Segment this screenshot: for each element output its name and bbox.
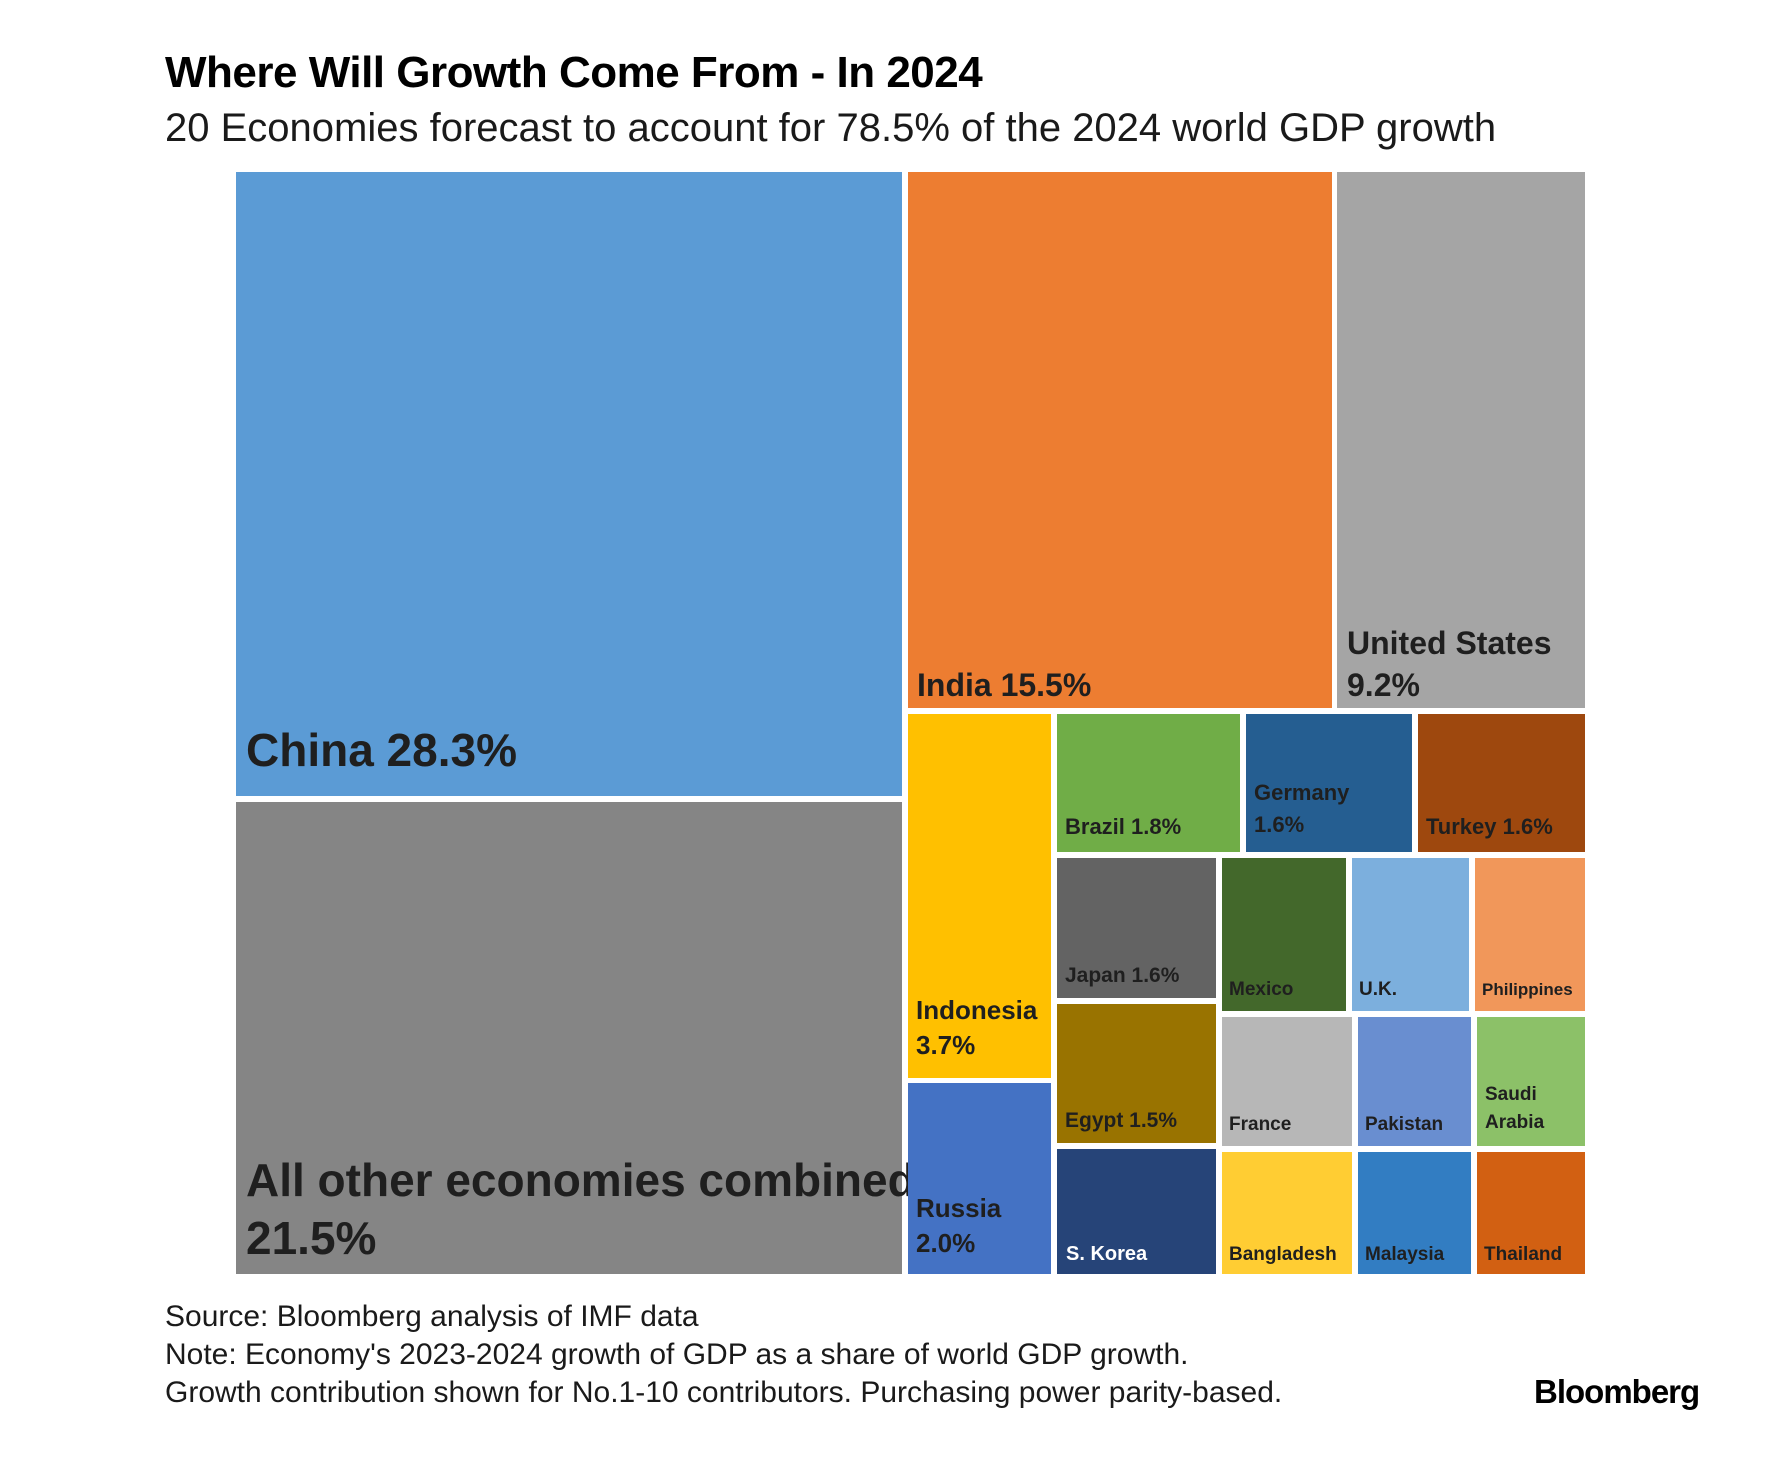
tile-label-saudi-arabia: Arabia: [1485, 1112, 1545, 1133]
tile-rect-france: [1222, 1017, 1352, 1146]
tile-rect-saudi-arabia: [1477, 1017, 1585, 1146]
tile-label-turkey: Turkey 1.6%: [1426, 814, 1553, 839]
tile-label-united-states: United States: [1347, 625, 1551, 661]
tile-saudi-arabia: Saudi Arabia: [1477, 1017, 1585, 1146]
tile-label-thailand: Thailand: [1484, 1244, 1562, 1265]
tile-label-philippines: Philippines: [1482, 980, 1573, 999]
tile-rect-pakistan: [1358, 1017, 1471, 1146]
tile-rect-malaysia: [1358, 1152, 1471, 1274]
tile-rect-united-states: [1337, 172, 1585, 708]
tile-rect-brazil: [1057, 714, 1240, 852]
tile-rect-germany: [1246, 714, 1412, 852]
tile-label-united-states: 9.2%: [1347, 667, 1420, 703]
tile-label-indonesia: Indonesia: [916, 995, 1038, 1025]
tile-label-india: India 15.5%: [917, 667, 1091, 703]
tile-label-russia: Russia: [916, 1193, 1002, 1223]
chart-title: Where Will Growth Come From - In 2024: [165, 48, 983, 97]
tile-label-saudi-arabia: Saudi: [1485, 1084, 1537, 1105]
source-note: Source: Bloomberg analysis of IMF data: [165, 1300, 699, 1333]
tile-rect-indonesia: [908, 714, 1051, 1078]
chart-subtitle: 20 Economies forecast to account for 78.…: [165, 106, 1497, 150]
tile-japan: Japan 1.6%: [1057, 858, 1216, 998]
tile-label-s-korea: S. Korea: [1066, 1243, 1148, 1265]
tile-label-germany: 1.6%: [1254, 812, 1304, 837]
tile-rect-s-korea: [1057, 1149, 1216, 1274]
footnote-line-1: Note: Economy's 2023-2024 growth of GDP …: [165, 1338, 1189, 1371]
tile-rect-turkey: [1418, 714, 1585, 852]
tile-egypt: Egypt 1.5%: [1057, 1004, 1216, 1143]
tile-label-indonesia: 3.7%: [916, 1030, 975, 1060]
tile-rect-all-other-economies-combined: [236, 802, 902, 1274]
tile-rect-mexico: [1222, 858, 1346, 1011]
tile-label-russia: 2.0%: [916, 1228, 975, 1258]
tile-indonesia: Indonesia 3.7%: [908, 714, 1051, 1078]
tile-rect-egypt: [1057, 1004, 1216, 1143]
tile-label-japan: Japan 1.6%: [1065, 964, 1180, 987]
tile-label-egypt: Egypt 1.5%: [1065, 1109, 1177, 1132]
tile-u-k: U.K.: [1352, 858, 1469, 1011]
tile-label-france: France: [1229, 1114, 1291, 1135]
tile-france: France: [1222, 1017, 1352, 1146]
tile-s-korea: S. Korea: [1057, 1149, 1216, 1274]
tile-united-states: United States 9.2%: [1337, 172, 1585, 708]
tile-rect-thailand: [1477, 1152, 1585, 1274]
tile-all-other-economies-combined: All other economies combined 21.5%: [236, 802, 916, 1274]
tile-label-all-other-economies-combined: 21.5%: [246, 1212, 376, 1264]
tile-label-malaysia: Malaysia: [1365, 1244, 1445, 1265]
tile-label-mexico: Mexico: [1229, 979, 1293, 1000]
tile-pakistan: Pakistan: [1358, 1017, 1471, 1146]
tile-label-all-other-economies-combined: All other economies combined: [246, 1154, 916, 1206]
tile-germany: Germany 1.6%: [1246, 714, 1412, 852]
tile-thailand: Thailand: [1477, 1152, 1585, 1274]
tile-label-bangladesh: Bangladesh: [1229, 1244, 1337, 1265]
tile-rect-russia: [908, 1083, 1051, 1274]
tile-rect-india: [908, 172, 1332, 708]
tile-bangladesh: Bangladesh: [1222, 1152, 1352, 1274]
tile-label-brazil: Brazil 1.8%: [1065, 814, 1181, 839]
tile-label-pakistan: Pakistan: [1365, 1114, 1443, 1135]
tile-rect-china: [236, 172, 902, 796]
tile-mexico: Mexico: [1222, 858, 1346, 1011]
tile-rect-japan: [1057, 858, 1216, 998]
tile-label-u-k: U.K.: [1359, 979, 1397, 1000]
footnote-line-2: Growth contribution shown for No.1-10 co…: [165, 1376, 1283, 1409]
tile-india: India 15.5%: [908, 172, 1332, 708]
tile-malaysia: Malaysia: [1358, 1152, 1471, 1274]
tile-rect-u-k: [1352, 858, 1469, 1011]
tile-label-china: China 28.3%: [246, 724, 517, 776]
tile-china: China 28.3%: [236, 172, 902, 796]
tile-label-germany: Germany: [1254, 780, 1350, 805]
tile-rect-bangladesh: [1222, 1152, 1352, 1274]
tile-turkey: Turkey 1.6%: [1418, 714, 1585, 852]
tile-rect-philippines: [1475, 858, 1585, 1011]
tile-philippines: Philippines: [1475, 858, 1585, 1011]
tile-russia: Russia 2.0%: [908, 1083, 1051, 1274]
tile-brazil: Brazil 1.8%: [1057, 714, 1240, 852]
bloomberg-logo: Bloomberg: [1534, 1373, 1700, 1410]
